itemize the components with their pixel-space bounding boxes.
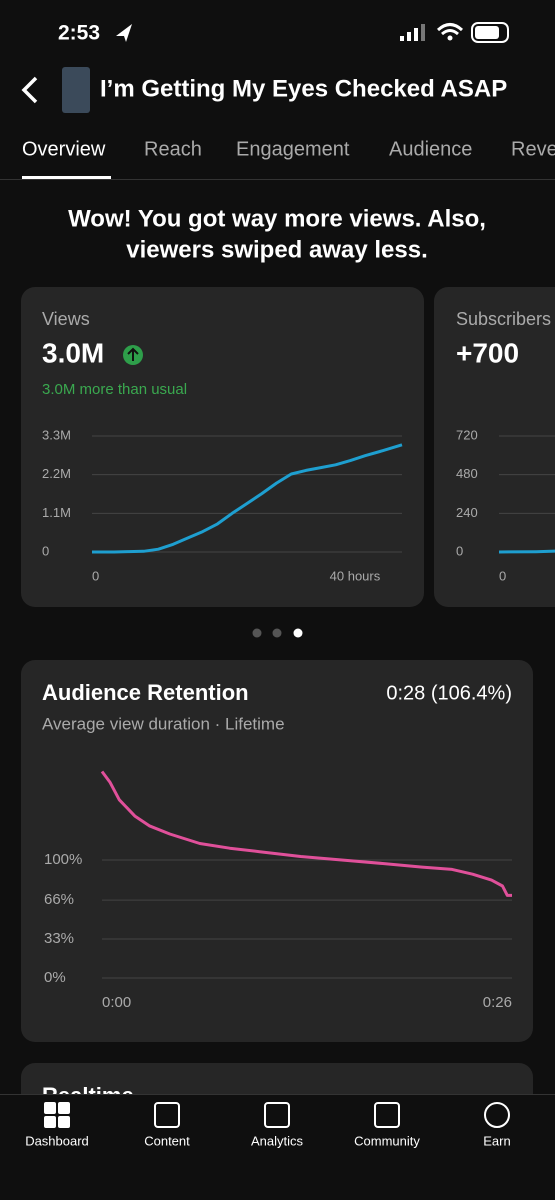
nav-icon	[44, 1102, 56, 1114]
tab[interactable]: Overview	[22, 138, 106, 160]
x-tick-label: 0	[499, 568, 506, 583]
card-note: 3.0M more than usual	[42, 381, 187, 398]
nav-label[interactable]: Dashboard	[25, 1133, 89, 1148]
card-value: +700	[456, 337, 519, 368]
page-dot	[293, 628, 303, 638]
nav-icon	[154, 1102, 180, 1128]
card-label: Views	[42, 309, 90, 329]
y-tick-label: 3.3M	[42, 427, 71, 442]
views-card[interactable]	[21, 287, 424, 607]
y-tick-label: 0	[42, 543, 49, 558]
data-line	[498, 549, 555, 554]
video-title: I’m Getting My Eyes Checked ASAP	[100, 75, 507, 102]
nav-icon	[264, 1102, 290, 1128]
x-tick-label: 0:26	[483, 994, 512, 1011]
nav-bar	[0, 1094, 555, 1200]
nav-label[interactable]: Analytics	[251, 1133, 304, 1148]
nav-items: Dashboard Content Analytics Community Earn	[25, 1102, 511, 1148]
nav-icon	[58, 1116, 70, 1128]
location-icon	[116, 24, 132, 42]
y-tick-label: 480	[456, 466, 478, 481]
battery-level	[475, 26, 499, 39]
nav-icon	[58, 1102, 70, 1114]
up-arrow	[127, 347, 139, 361]
y-tick-label: 240	[456, 505, 478, 520]
wifi-icon	[436, 23, 464, 36]
retention-title: Audience Retention	[42, 680, 249, 705]
retention-value: 0:28 (106.4%)	[386, 682, 512, 704]
y-tick-label: 720	[456, 427, 478, 442]
data-line	[92, 443, 403, 554]
tab[interactable]: Audience	[389, 138, 472, 160]
y-tick-label: 0%	[44, 969, 66, 986]
y-tick-label: 33%	[44, 930, 74, 947]
x-tick-label: 40 hours	[330, 568, 381, 583]
tab-underline	[22, 176, 111, 179]
nav-label[interactable]: Community	[354, 1133, 420, 1148]
nav-icon	[44, 1116, 56, 1128]
card-value: 3.0M	[42, 337, 104, 368]
back-button[interactable]	[21, 76, 38, 104]
headline-line: Wow! You got way more views. Also,	[68, 205, 486, 232]
tab-bar: Overview Reach Engagement Audience Reve	[22, 138, 555, 179]
headline: Wow! You got way more views. Also, viewer…	[68, 205, 486, 263]
tab[interactable]: Reve	[511, 138, 555, 160]
nav-divider	[0, 1094, 555, 1095]
data-line	[100, 770, 512, 897]
tab-divider	[0, 179, 555, 180]
y-tick-label: 0	[456, 543, 463, 558]
retention-card[interactable]	[21, 660, 533, 1042]
nav-icon	[484, 1102, 510, 1128]
nav-label[interactable]: Earn	[483, 1133, 510, 1148]
nav-label[interactable]: Content	[144, 1133, 190, 1148]
page-dot	[252, 628, 262, 638]
y-tick-label: 100%	[44, 851, 82, 868]
wifi-dot	[447, 35, 453, 41]
video-thumbnail	[62, 67, 90, 113]
tab[interactable]: Engagement	[236, 138, 350, 160]
page-dot	[272, 628, 282, 638]
y-tick-label: 66%	[44, 891, 74, 908]
subscribers-card[interactable]	[434, 287, 555, 607]
tab[interactable]: Reach	[144, 138, 202, 160]
retention-subtitle: Average view duration · Lifetime	[42, 714, 285, 733]
nav-icon	[374, 1102, 400, 1128]
y-tick-label: 2.2M	[42, 466, 71, 481]
x-tick-label: 0	[92, 568, 99, 583]
signal-icon	[400, 24, 425, 41]
card-label: Subscribers	[456, 309, 551, 329]
battery-icon	[471, 22, 509, 43]
charts: 0 1.1M 2.2M 3.3M 0 40 hours 0 240 480 720 0 0% 33% 66…	[42, 427, 555, 1011]
status-time: 2:53	[58, 22, 100, 45]
y-tick-label: 1.1M	[42, 505, 71, 520]
headline-line: viewers swiped away less.	[126, 236, 428, 263]
x-tick-label: 0:00	[102, 994, 131, 1011]
